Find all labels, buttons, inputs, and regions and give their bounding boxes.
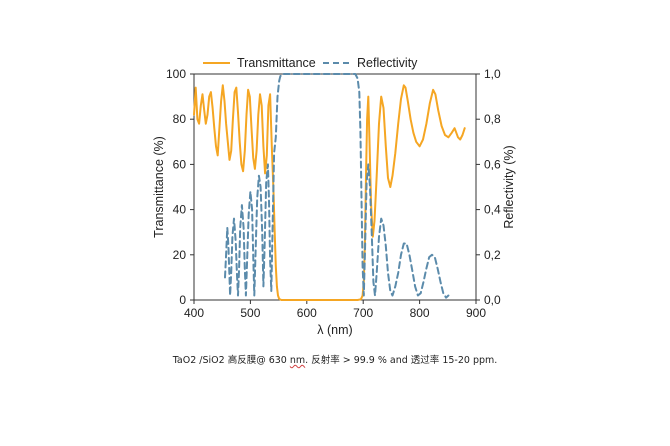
- y-axis-label: Transmittance (%): [152, 136, 166, 238]
- y-tick-label: 20: [173, 248, 187, 262]
- chart-axes: 400 500 600 700 800 900 0 20 40 60 80 100 0,0 0,2 0,4 0…: [152, 67, 516, 337]
- x-tick-label: 800: [410, 306, 430, 320]
- y2-tick-label: 0,0: [484, 293, 501, 307]
- legend-label-reflectivity: Reflectivity: [357, 56, 418, 70]
- y-tick-label: 40: [173, 203, 187, 217]
- y2-tick-label: 0,6: [484, 157, 501, 171]
- caption-text-2: . 反射率 > 99.9 % and 透过率 15-20 ppm.: [305, 355, 498, 366]
- caption-text-1: TaO2 /SiO2 高反膜@ 630: [172, 355, 290, 366]
- figure-caption: TaO2 /SiO2 高反膜@ 630 nm. 反射率 > 99.9 % and…: [0, 352, 670, 366]
- y2-tick-label: 1,0: [484, 67, 501, 81]
- chart-series: [193, 73, 466, 301]
- y-tick-label: 60: [173, 157, 187, 171]
- x-tick-label: 400: [184, 306, 204, 320]
- y-tick-label: 0: [179, 293, 186, 307]
- y2-axis-label: Reflectivity (%): [502, 145, 516, 228]
- y-tick-label: 80: [173, 112, 187, 126]
- x-tick-label: 700: [353, 306, 373, 320]
- legend-label-transmittance: Transmittance: [237, 56, 316, 70]
- series-line-transmittance: [193, 84, 466, 301]
- y2-tick-label: 0,2: [484, 248, 501, 262]
- x-axis-label: λ (nm): [317, 323, 352, 337]
- x-tick-label: 500: [240, 306, 260, 320]
- caption-unit-nm: nm: [289, 355, 306, 366]
- y-tick-label: 100: [166, 67, 186, 81]
- x-tick-label: 600: [297, 306, 317, 320]
- x-tick-label: 900: [466, 306, 486, 320]
- chart-legend: Transmittance Reflectivity: [203, 56, 418, 70]
- series-line-reflectivity: [224, 73, 450, 299]
- y2-tick-label: 0,4: [484, 203, 501, 217]
- y2-tick-label: 0,8: [484, 112, 501, 126]
